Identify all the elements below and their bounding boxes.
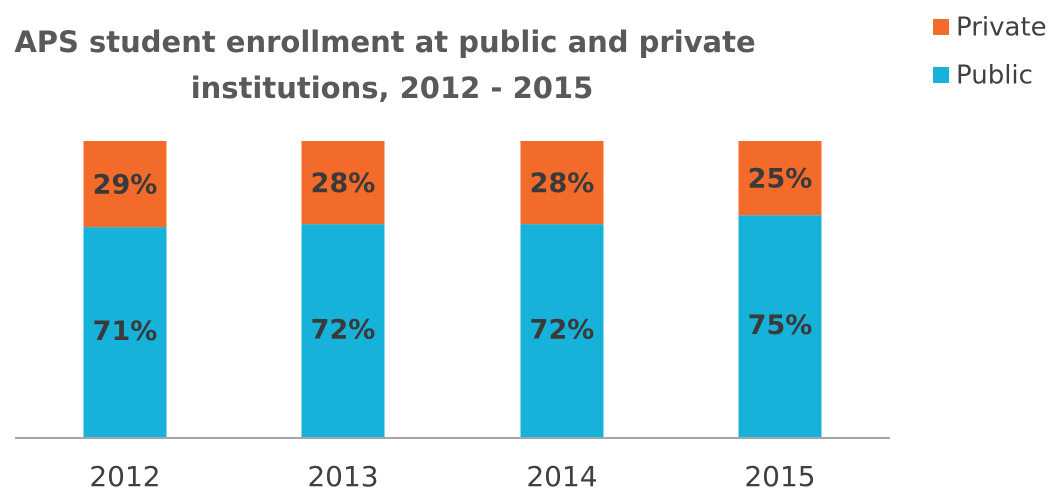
data-label: 71% bbox=[93, 316, 158, 347]
x-tick-label: 2012 bbox=[89, 460, 160, 493]
bar-segment bbox=[738, 141, 822, 216]
data-label: 29% bbox=[93, 170, 158, 201]
bar-segment bbox=[301, 141, 385, 225]
chart-title: institutions, 2012 - 2015 bbox=[191, 71, 594, 105]
x-tick-label: 2013 bbox=[307, 460, 378, 493]
bar-segment bbox=[83, 141, 167, 228]
bar-segment bbox=[83, 227, 167, 438]
data-label: 25% bbox=[748, 164, 813, 195]
chart-title: APS student enrollment at public and pri… bbox=[14, 25, 755, 59]
data-label: 75% bbox=[748, 310, 813, 341]
bar-segment bbox=[301, 224, 385, 438]
x-tick-label: 2014 bbox=[526, 460, 597, 493]
legend-swatch bbox=[933, 19, 949, 35]
legend-label: Private bbox=[956, 13, 1047, 43]
data-label: 28% bbox=[530, 168, 595, 199]
data-label: 72% bbox=[530, 315, 595, 346]
legend-swatch bbox=[933, 67, 949, 83]
x-tick-label: 2015 bbox=[744, 460, 815, 493]
bar-segment bbox=[738, 215, 822, 438]
data-label: 28% bbox=[311, 168, 376, 199]
legend-label: Public bbox=[956, 61, 1033, 91]
bar-segment bbox=[520, 141, 604, 225]
data-label: 72% bbox=[311, 315, 376, 346]
bar-segment bbox=[520, 224, 604, 438]
